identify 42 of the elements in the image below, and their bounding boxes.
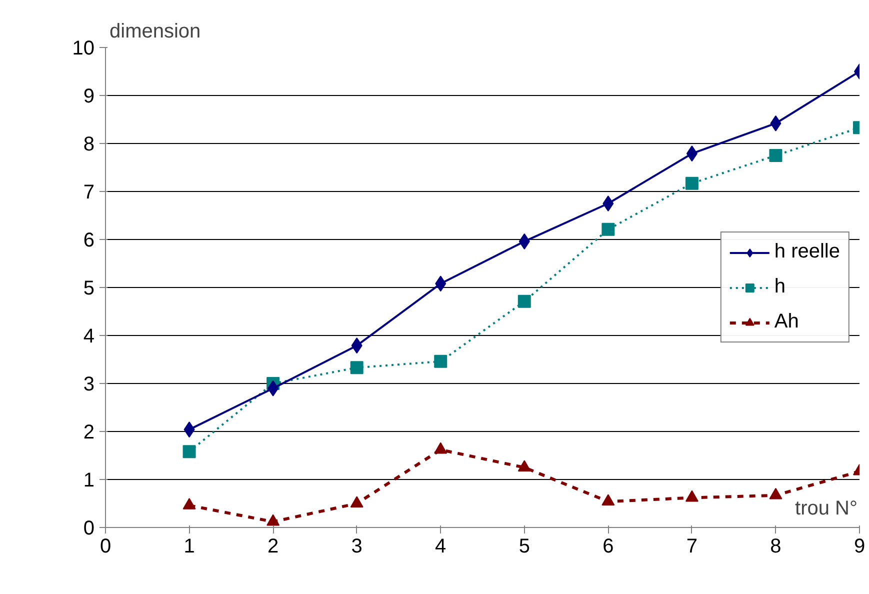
y-tick-label: 6: [83, 230, 94, 252]
point: [350, 496, 364, 508]
x-tick-label: 5: [518, 536, 530, 558]
y-tick-label: 2: [83, 422, 94, 444]
x-tick-label: 0: [100, 536, 112, 558]
x-tick-label: 2: [267, 536, 279, 558]
legend-label: h reelle: [774, 240, 840, 264]
y-tick-label: 7: [83, 182, 94, 204]
point: [518, 294, 531, 308]
point: [685, 176, 698, 190]
point: [685, 490, 698, 502]
y-axis-title: dimension: [110, 20, 201, 42]
point: [182, 498, 196, 510]
y-tick-label: 4: [83, 326, 94, 348]
y-tick-label: 0: [83, 518, 94, 540]
x-tick-label: 1: [184, 536, 195, 558]
x-tick-label: 7: [686, 536, 698, 558]
point: [434, 442, 448, 454]
x-axis-title: trou N°: [795, 498, 858, 520]
point: [602, 222, 615, 236]
point: [602, 196, 614, 212]
point: [518, 460, 531, 472]
point: [266, 514, 280, 526]
x-tick-label: 8: [770, 536, 782, 558]
x-tick-label: 4: [435, 536, 446, 558]
y-tick-label: 8: [83, 134, 94, 156]
y-tick-label: 5: [83, 278, 94, 300]
point: [182, 445, 196, 458]
legend-label: h: [774, 276, 787, 298]
y-tick-label: 9: [83, 86, 94, 108]
point: [350, 361, 364, 374]
point: [602, 494, 615, 506]
legend-label: Ah: [774, 310, 799, 334]
x-tick-label: 3: [351, 536, 362, 558]
y-tick-label: 1: [83, 470, 94, 492]
point: [769, 149, 782, 162]
x-tick-label: 6: [602, 536, 614, 558]
point: [769, 488, 782, 500]
y-tick-label: 10: [72, 38, 95, 60]
x-tick-label: 9: [854, 536, 866, 558]
y-tick-label: 3: [83, 374, 94, 396]
point: [434, 354, 448, 368]
